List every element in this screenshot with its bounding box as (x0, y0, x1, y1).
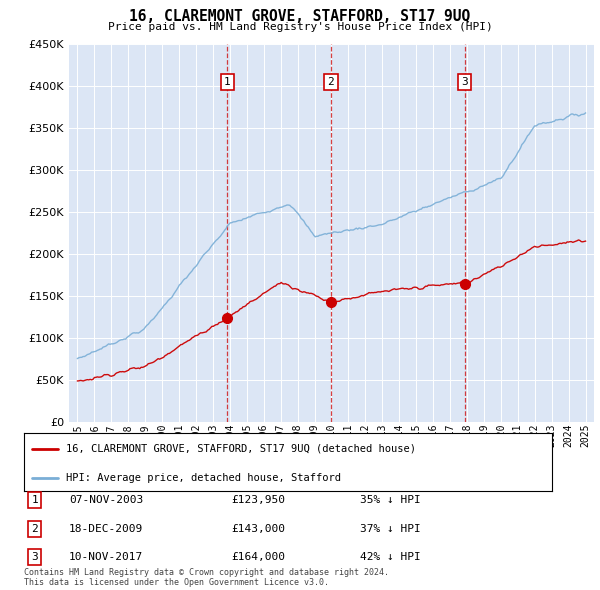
Text: 2: 2 (31, 524, 38, 533)
Text: 16, CLAREMONT GROVE, STAFFORD, ST17 9UQ: 16, CLAREMONT GROVE, STAFFORD, ST17 9UQ (130, 9, 470, 24)
Text: Price paid vs. HM Land Registry's House Price Index (HPI): Price paid vs. HM Land Registry's House … (107, 22, 493, 32)
Text: 10-NOV-2017: 10-NOV-2017 (69, 552, 143, 562)
Text: HPI: Average price, detached house, Stafford: HPI: Average price, detached house, Staf… (66, 473, 341, 483)
Text: 3: 3 (31, 552, 38, 562)
Text: 37% ↓ HPI: 37% ↓ HPI (360, 524, 421, 533)
Text: £164,000: £164,000 (231, 552, 285, 562)
Text: £123,950: £123,950 (231, 496, 285, 505)
Text: £143,000: £143,000 (231, 524, 285, 533)
Text: Contains HM Land Registry data © Crown copyright and database right 2024.: Contains HM Land Registry data © Crown c… (24, 568, 389, 577)
Text: 1: 1 (224, 77, 231, 87)
Text: 42% ↓ HPI: 42% ↓ HPI (360, 552, 421, 562)
Text: 2: 2 (328, 77, 334, 87)
Text: 16, CLAREMONT GROVE, STAFFORD, ST17 9UQ (detached house): 16, CLAREMONT GROVE, STAFFORD, ST17 9UQ … (66, 444, 416, 454)
Text: 3: 3 (461, 77, 468, 87)
Text: 1: 1 (31, 496, 38, 505)
Text: This data is licensed under the Open Government Licence v3.0.: This data is licensed under the Open Gov… (24, 578, 329, 587)
Text: 35% ↓ HPI: 35% ↓ HPI (360, 496, 421, 505)
Text: 07-NOV-2003: 07-NOV-2003 (69, 496, 143, 505)
Text: 18-DEC-2009: 18-DEC-2009 (69, 524, 143, 533)
